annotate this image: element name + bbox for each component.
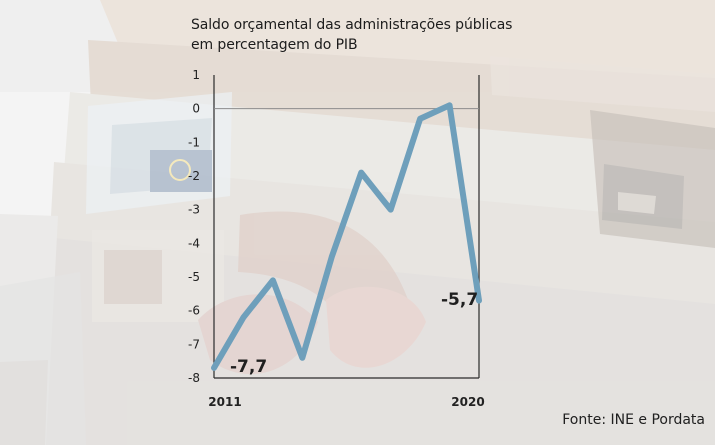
- source-note: Fonte: INE e Pordata: [562, 412, 705, 428]
- chart-title-line-1: Saldo orçamental das administrações públ…: [191, 17, 513, 33]
- data-label: -7,7: [230, 357, 267, 377]
- y-tick-label: -4: [188, 236, 200, 250]
- y-tick-label: 1: [192, 68, 200, 82]
- data-label: -5,7: [441, 290, 478, 310]
- y-tick-label: -5: [188, 270, 200, 284]
- y-tick-label: -2: [188, 169, 200, 183]
- y-tick-label: -3: [188, 203, 200, 217]
- y-tick-label: -8: [188, 371, 200, 385]
- x-tick-label: 2020: [451, 395, 484, 409]
- y-tick-label: 0: [192, 102, 200, 116]
- y-tick-label: -1: [188, 135, 200, 149]
- y-tick-label: -7: [188, 337, 200, 351]
- chart-title-line-2: em percentagem do PIB: [191, 37, 358, 53]
- x-tick-label: 2011: [208, 395, 241, 409]
- y-tick-label: -6: [188, 304, 200, 318]
- series-line: [211, 102, 482, 371]
- chart-title: Saldo orçamental das administrações públ…: [191, 15, 521, 55]
